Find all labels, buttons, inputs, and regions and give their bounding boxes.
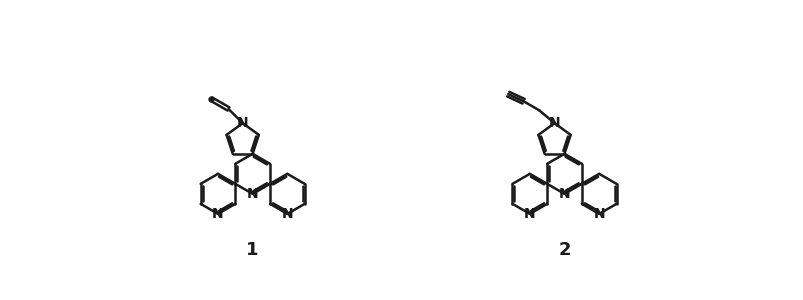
Text: N: N: [247, 187, 258, 201]
Text: N: N: [524, 207, 535, 221]
Text: N: N: [593, 207, 604, 221]
Text: N: N: [281, 207, 293, 221]
Text: N: N: [212, 207, 223, 221]
Text: 1: 1: [246, 241, 259, 259]
Text: 2: 2: [557, 241, 570, 259]
Text: N: N: [548, 116, 560, 130]
Text: N: N: [558, 187, 569, 201]
Text: N: N: [237, 116, 248, 130]
